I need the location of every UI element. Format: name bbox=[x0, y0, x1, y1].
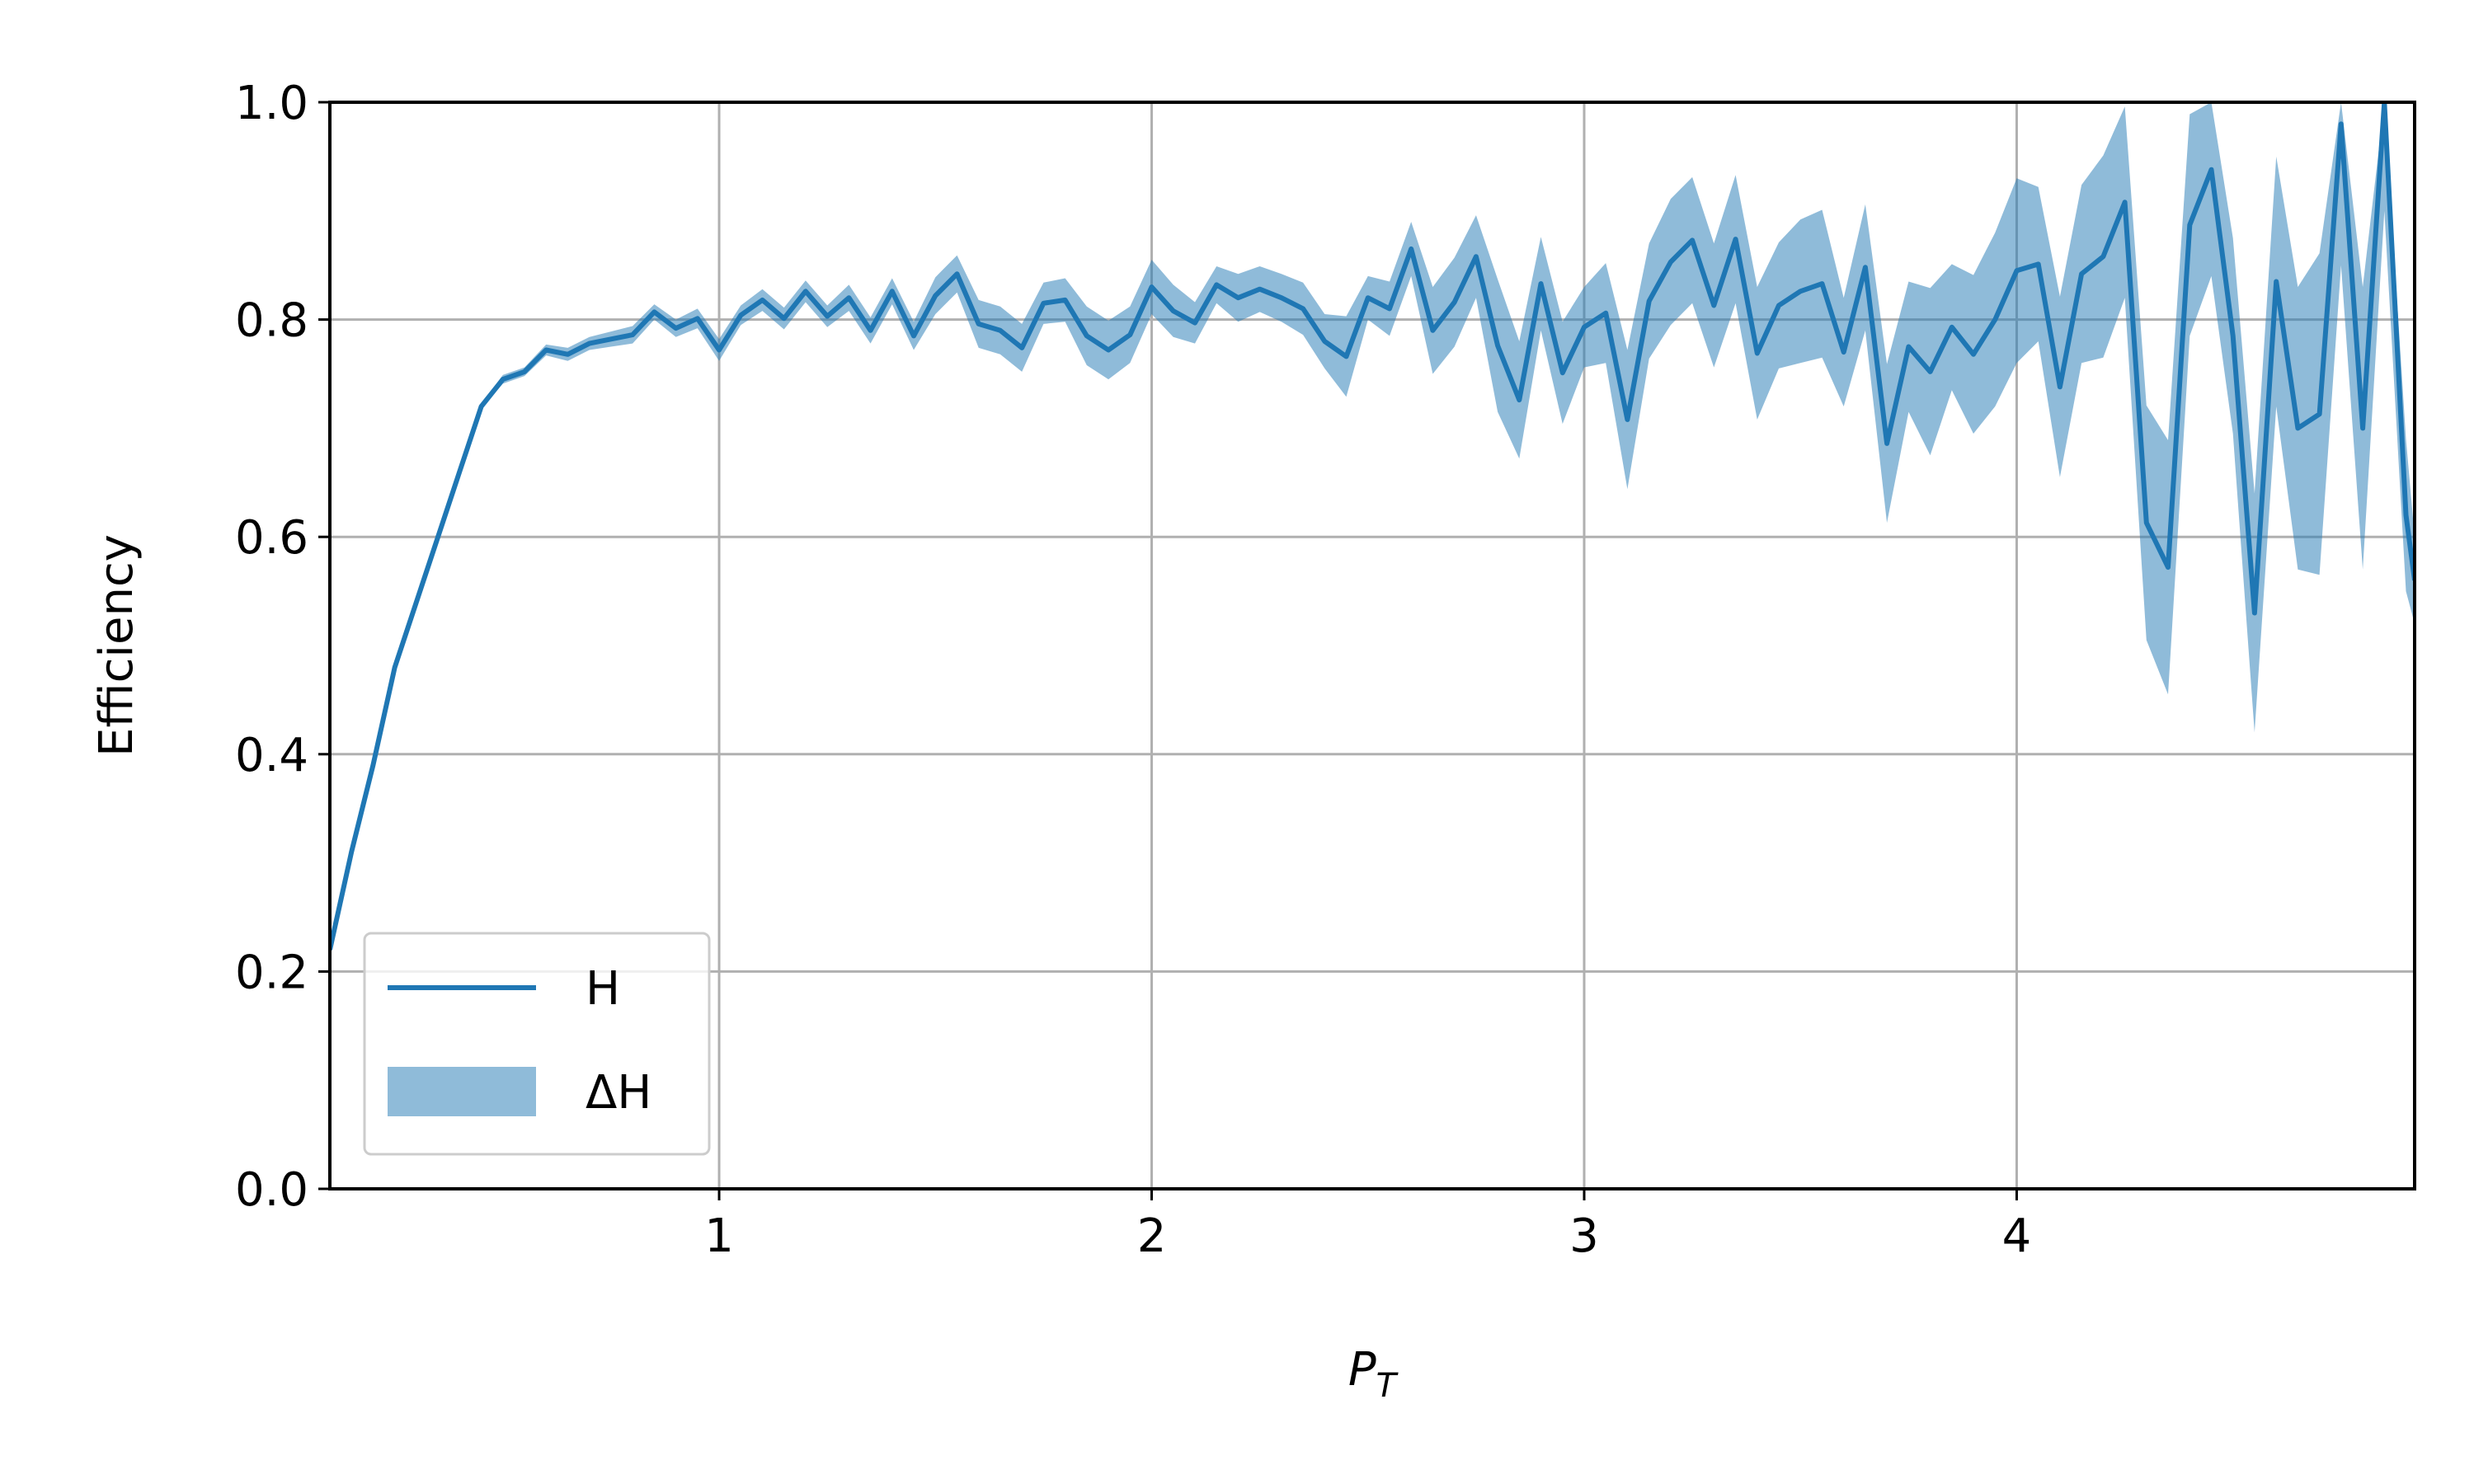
y-tick-label: 1.0 bbox=[235, 77, 308, 130]
y-tick-label: 0.0 bbox=[235, 1163, 308, 1217]
y-tick-label: 0.8 bbox=[235, 294, 308, 348]
legend-box bbox=[363, 932, 711, 1156]
legend-label-delta-h: ΔH bbox=[586, 1066, 651, 1120]
legend-label-h: H bbox=[586, 962, 620, 1016]
efficiency-line-layer bbox=[330, 102, 2415, 951]
x-tick-label: 2 bbox=[1137, 1209, 1167, 1263]
legend-band-swatch bbox=[388, 1067, 536, 1116]
x-tick-label: 3 bbox=[1569, 1209, 1599, 1263]
y-tick-label: 0.2 bbox=[235, 946, 308, 999]
y-axis-label: Efficiency bbox=[90, 534, 143, 757]
y-axis-ticks: 0.0 0.2 0.4 0.6 0.8 1.0 bbox=[235, 77, 330, 1217]
uncertainty-band bbox=[330, 102, 2415, 952]
efficiency-line bbox=[330, 102, 2415, 951]
x-tick-label: 4 bbox=[2002, 1209, 2032, 1263]
uncertainty-band-layer bbox=[330, 102, 2415, 952]
plot-frame bbox=[328, 101, 2416, 1190]
y-tick-label: 0.6 bbox=[235, 511, 308, 565]
legend: H ΔH bbox=[363, 932, 711, 1156]
x-axis-label: PT bbox=[1348, 1343, 1399, 1405]
x-axis-ticks: 1 2 3 4 bbox=[704, 1189, 2031, 1263]
y-tick-label: 0.4 bbox=[235, 729, 308, 782]
x-tick-label: 1 bbox=[704, 1209, 734, 1263]
